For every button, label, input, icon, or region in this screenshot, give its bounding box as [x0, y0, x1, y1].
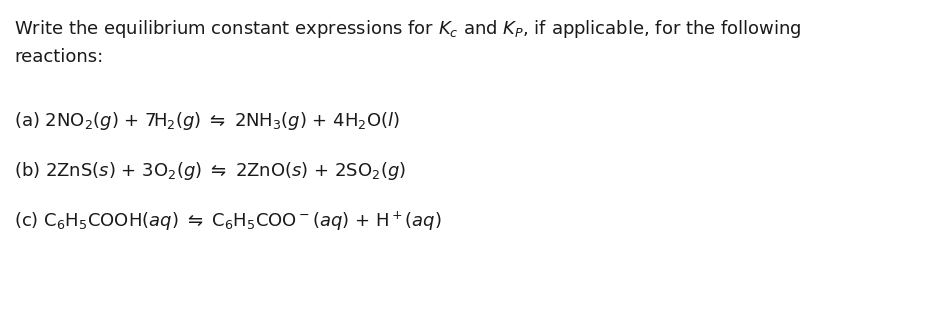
Text: (c) C$_6$H$_5$COOH($aq$) $\leftrightharpoons$ C$_6$H$_5$COO$^-$($aq$) + H$^+$($a: (c) C$_6$H$_5$COOH($aq$) $\leftrightharp… — [14, 210, 441, 233]
Text: (a) 2NO$_2$($g$) + 7H$_2$($g$) $\leftrightharpoons$ 2NH$_3$($g$) + 4H$_2$O($l$): (a) 2NO$_2$($g$) + 7H$_2$($g$) $\leftrig… — [14, 110, 400, 132]
Text: reactions:: reactions: — [14, 48, 103, 66]
Text: Write the equilibrium constant expressions for $K_c$ and $K_P$, if applicable, f: Write the equilibrium constant expressio… — [14, 18, 802, 40]
Text: (b) 2ZnS($s$) + 3O$_2$($g$) $\leftrightharpoons$ 2ZnO($s$) + 2SO$_2$($g$): (b) 2ZnS($s$) + 3O$_2$($g$) $\leftrighth… — [14, 160, 406, 182]
